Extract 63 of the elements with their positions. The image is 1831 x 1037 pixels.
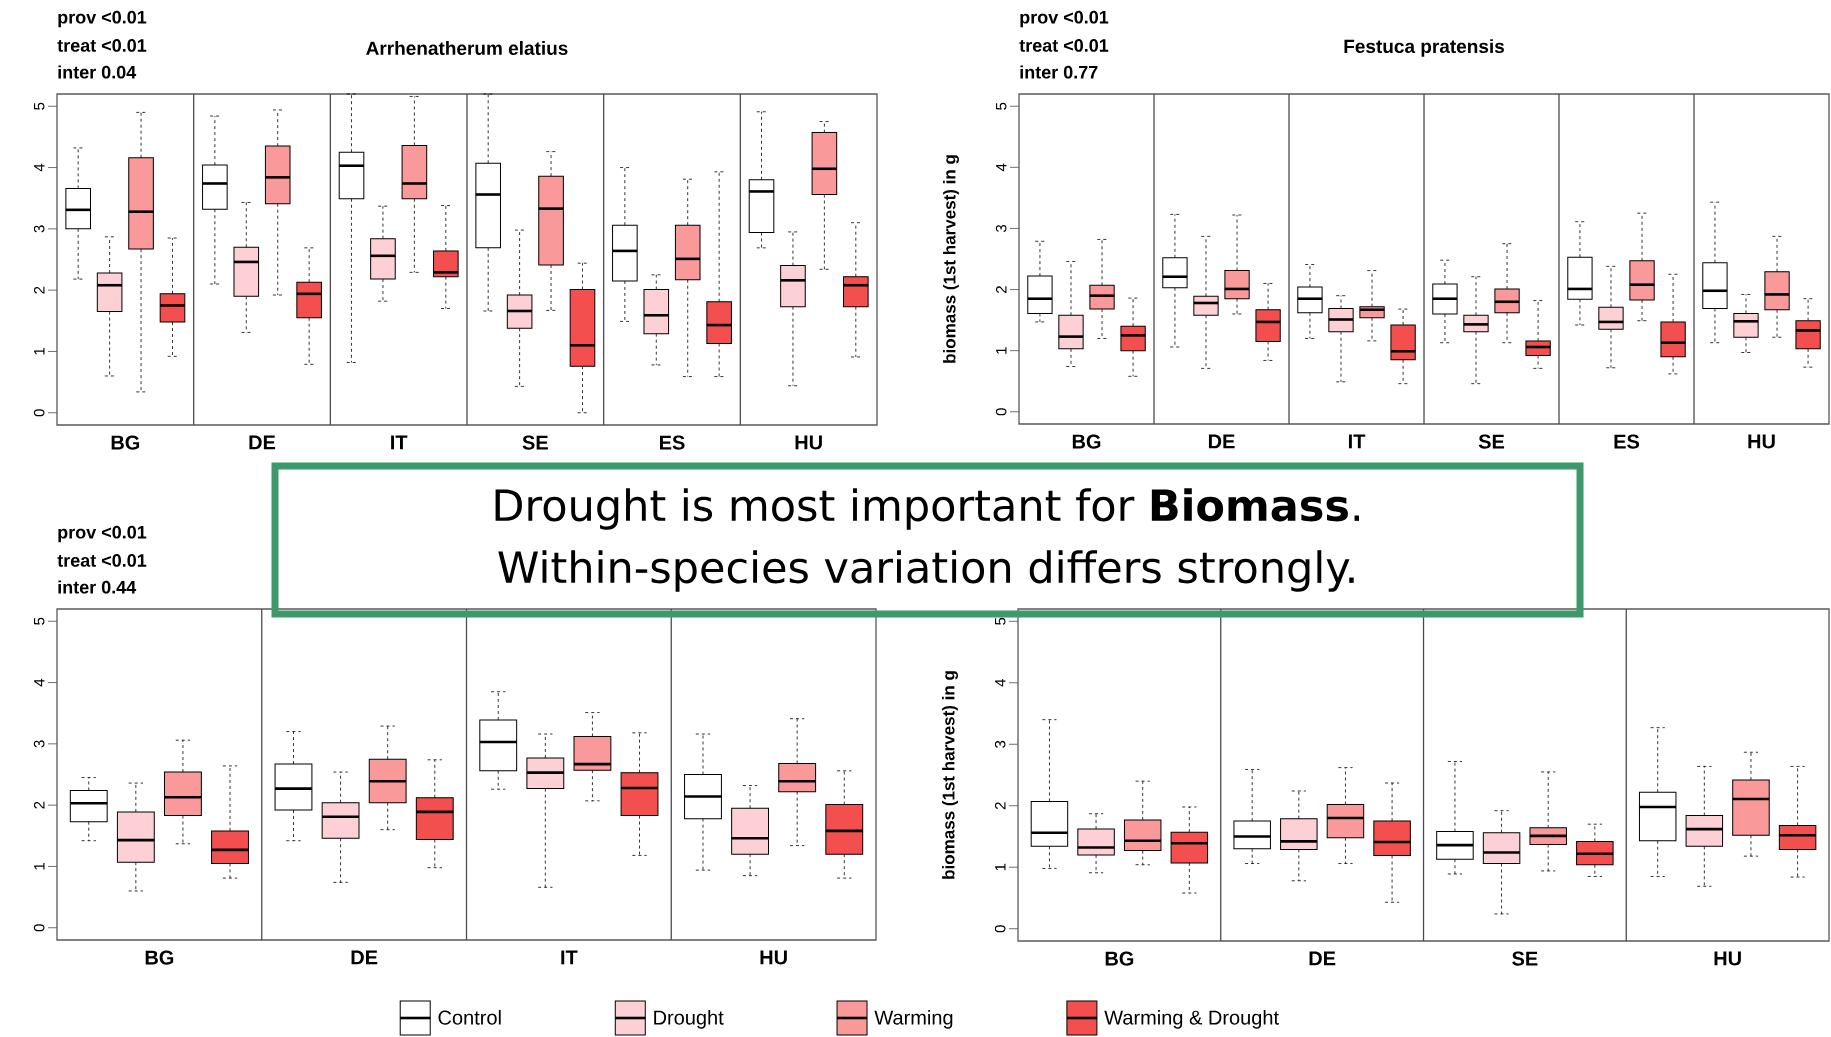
chart-title: Arrhenatherum elatius <box>366 41 568 55</box>
text: treat <0.01 <box>57 39 147 52</box>
x-tick-label: ES <box>1614 434 1640 449</box>
text: prov <0.01 <box>1020 10 1109 28</box>
text: inter 0.04 <box>58 65 137 79</box>
text: prov <0.01 <box>58 525 147 543</box>
y-tick-label: 4 <box>34 163 45 172</box>
y-tick-label: 5 <box>34 617 45 625</box>
text: prov <0.01 <box>58 10 147 28</box>
chart-title: Festuca pratensis <box>1344 39 1504 57</box>
y-tick-label: 2 <box>996 286 1007 293</box>
x-tick-label: HU <box>795 435 822 450</box>
text: treat <0.01 <box>57 554 147 567</box>
y-tick-label: 1 <box>34 863 45 870</box>
x-tick-label: HU <box>1748 434 1775 449</box>
y-tick-label: 1 <box>34 348 45 355</box>
y-tick-label: 0 <box>33 924 45 932</box>
legend-label: Warming & Drought <box>1104 1010 1279 1029</box>
x-tick-label: DE <box>249 435 276 450</box>
y-axis-title: biomass (1st harvest) in g <box>942 671 958 879</box>
y-tick-label: 5 <box>34 102 45 110</box>
x-tick-label: BG <box>145 950 174 965</box>
x-tick-label: DE <box>1208 434 1235 449</box>
y-tick-label: 1 <box>995 863 1006 871</box>
x-tick-label: IT <box>391 435 408 450</box>
x-tick-label: SE <box>1478 434 1505 449</box>
x-tick-label: BG <box>1105 951 1134 966</box>
y-tick-label: 3 <box>33 740 45 748</box>
legend-label: Control <box>438 1010 501 1025</box>
y-tick-label: 2 <box>33 286 45 294</box>
x-tick-label: DE <box>351 950 378 965</box>
x-tick-label: HU <box>1714 951 1741 966</box>
x-tick-label: IT <box>1348 434 1366 449</box>
y-tick-label: 5 <box>995 617 1006 625</box>
y-tick-label: 1 <box>996 347 1007 354</box>
legend-label: Warming <box>874 1010 953 1029</box>
x-tick-label: BG <box>111 435 140 450</box>
x-tick-label: HU <box>760 950 787 965</box>
x-tick-label: DE <box>1309 951 1336 966</box>
y-tick-label: 2 <box>33 801 45 809</box>
text: treat <0.01 <box>1019 39 1109 52</box>
text: inter 0.44 <box>58 580 137 594</box>
y-tick-label: 3 <box>995 224 1007 233</box>
y-tick-label: 5 <box>996 102 1007 110</box>
y-tick-label: 0 <box>33 409 45 417</box>
text: Drought is most important for Biomass. <box>495 488 1359 530</box>
legend-label: Drought <box>654 1010 724 1029</box>
x-tick-label: SE <box>522 435 548 450</box>
y-tick-label: 0 <box>994 925 1006 933</box>
y-tick-label: 3 <box>994 740 1006 748</box>
text: Within-species variation differs strongly. <box>498 550 1354 592</box>
y-tick-label: 0 <box>995 408 1007 416</box>
x-tick-label: BG <box>1072 434 1101 449</box>
y-axis-title: biomass (1st harvest) in g <box>943 155 959 363</box>
y-tick-label: 4 <box>34 678 45 687</box>
x-tick-label: IT <box>561 950 578 965</box>
text: inter 0.77 <box>1020 65 1098 79</box>
y-tick-label: 4 <box>995 679 1006 687</box>
x-tick-label: SE <box>1512 951 1538 966</box>
y-tick-label: 4 <box>996 163 1007 172</box>
y-tick-label: 2 <box>995 802 1006 810</box>
x-tick-label: ES <box>660 435 685 450</box>
y-tick-label: 3 <box>33 225 45 233</box>
